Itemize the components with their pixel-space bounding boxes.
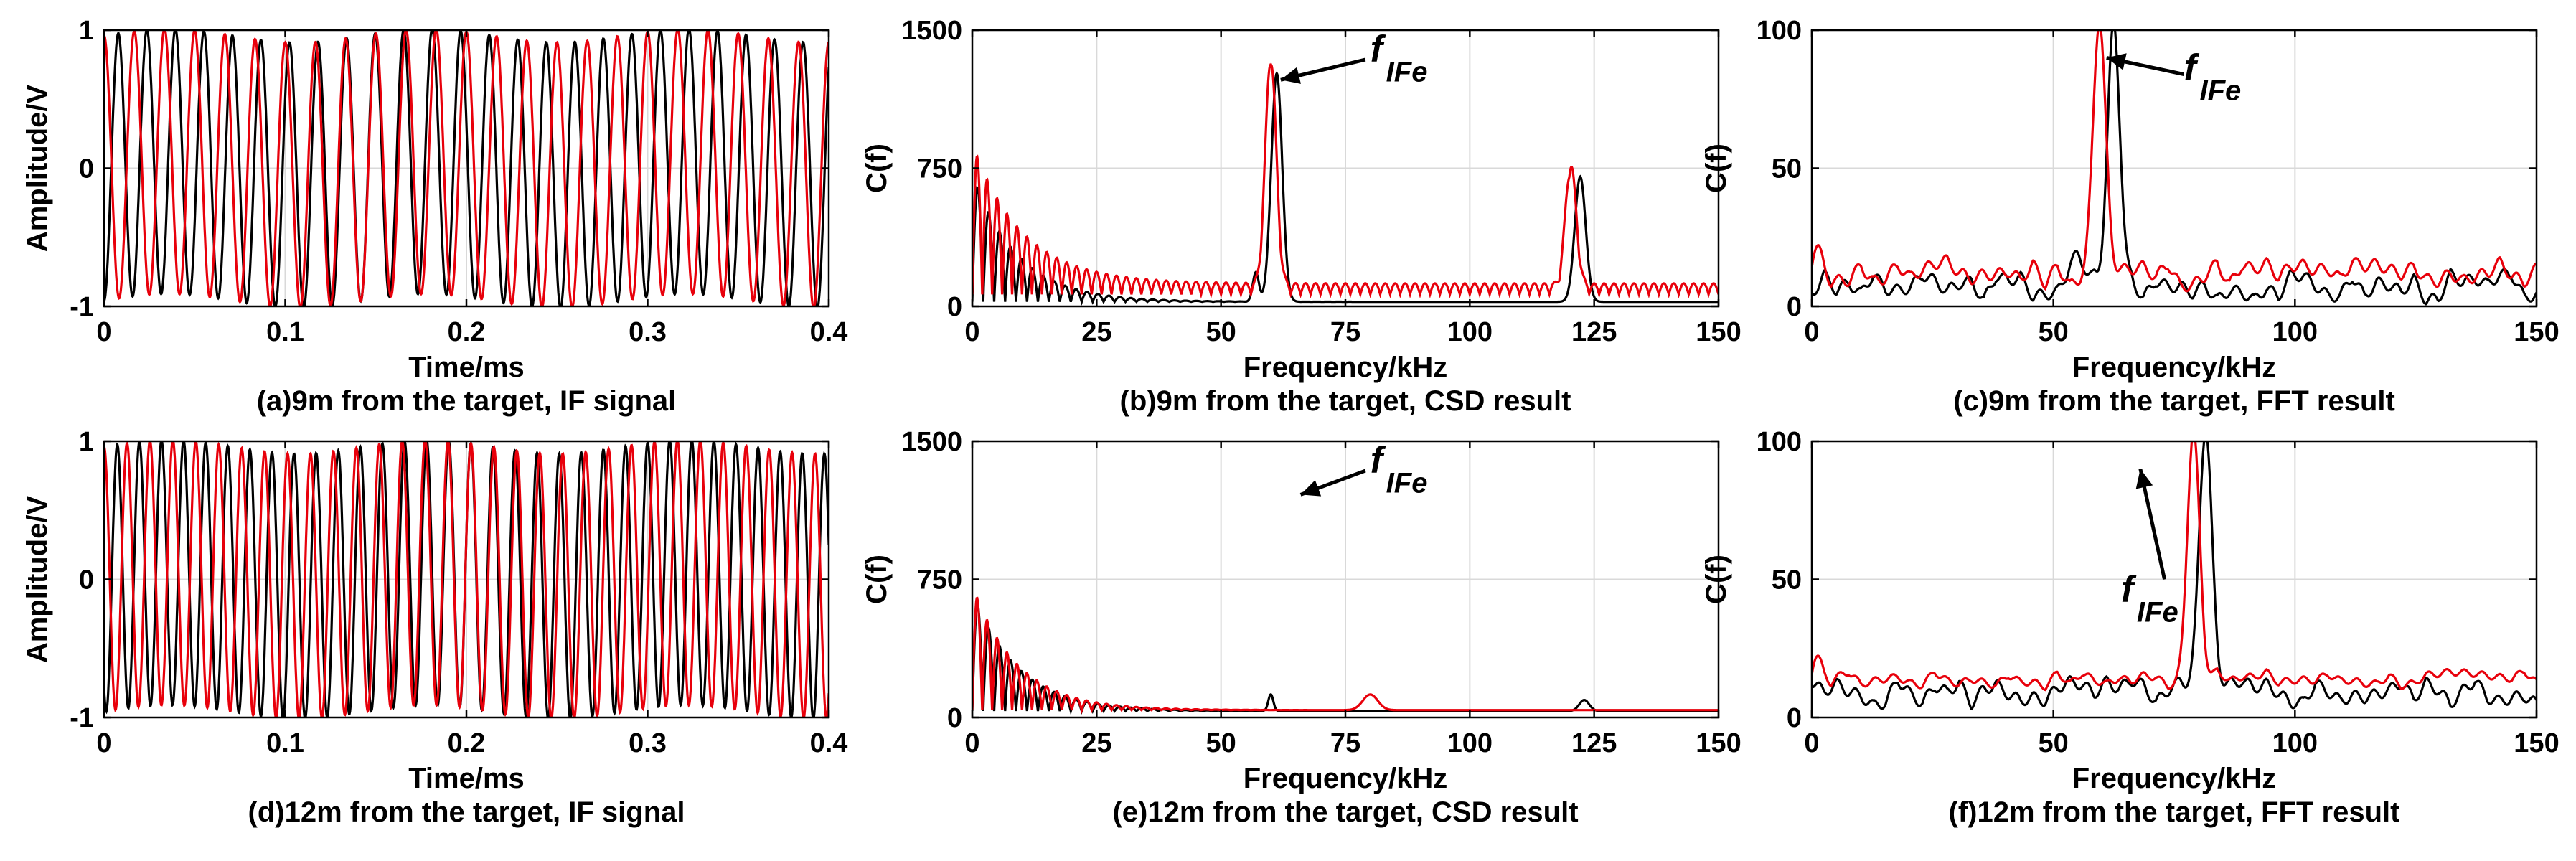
- y-tick-label: 50: [1772, 565, 1802, 596]
- annotation-arrowhead: [2135, 469, 2153, 489]
- y-tick-label: 750: [917, 154, 962, 184]
- annotation-subscript: IFe: [2199, 75, 2241, 106]
- x-tick-label: 0.4: [810, 317, 848, 347]
- x-tick-label: 75: [1330, 317, 1360, 347]
- chart-panel-a: 0 0.1 0.2 0.3 0.4-101Time/msAmplitude/V(a)9m…: [22, 16, 847, 417]
- x-tick-label: 50: [1206, 317, 1236, 347]
- annotation-label: f: [2184, 47, 2199, 88]
- x-tick-label: 125: [1571, 317, 1617, 347]
- y-tick-label: 100: [1757, 427, 1802, 457]
- x-tick-label: 0: [96, 728, 111, 758]
- chart-panel-c: 0 50 100 150 0 50 100 Frequency/kHz C(f) (c)9m fr…: [1701, 16, 2559, 417]
- annotation-subscript: IFe: [1386, 57, 1428, 88]
- annotation-arrowhead: [1280, 67, 1301, 84]
- panel-caption: (e)12m from the target, CSD result: [1112, 796, 1578, 828]
- y-tick-label: -1: [70, 703, 94, 733]
- y-tick-label: 0: [79, 565, 94, 596]
- x-tick-label: 50: [1206, 728, 1236, 758]
- x-axis-label: Time/ms: [408, 352, 525, 383]
- x-tick-label: 0: [1804, 317, 1819, 347]
- x-tick-label: 0: [96, 317, 111, 347]
- x-tick-label: 0.3: [629, 728, 667, 758]
- x-tick-label: 50: [2039, 317, 2069, 347]
- annotation-subscript: IFe: [2137, 596, 2178, 628]
- y-tick-label: 750: [917, 565, 962, 596]
- x-tick-label: 0: [964, 728, 979, 758]
- x-tick-label: 100: [2272, 317, 2318, 347]
- series-line-red: [972, 596, 1719, 715]
- annotation-label: f: [1371, 440, 1386, 481]
- series-line-red: [972, 62, 1719, 299]
- annotation-label: f: [1371, 29, 1386, 70]
- y-tick-label: 0: [1787, 703, 1802, 733]
- y-tick-label: 0: [1787, 292, 1802, 322]
- x-tick-label: 0.2: [448, 317, 486, 347]
- y-tick-label: 100: [1757, 16, 1802, 46]
- x-tick-label: 0: [964, 317, 979, 347]
- x-tick-label: 0.1: [266, 317, 304, 347]
- x-tick-label: 150: [1696, 317, 1741, 347]
- x-tick-label: 75: [1330, 728, 1360, 758]
- series-line-red: [1812, 441, 2537, 692]
- series-line-black: [1812, 30, 2537, 306]
- x-tick-label: 50: [2039, 728, 2069, 758]
- y-axis-label: C(f): [1701, 144, 1732, 193]
- chart-panel-f: 0 50 100 150 0 50 100 Frequency/kHz C(f) (f)12m f…: [1701, 427, 2559, 828]
- y-tick-label: 50: [1772, 154, 1802, 184]
- panel-caption: (f)12m from the target, FFT result: [1949, 796, 2400, 828]
- annotation-subscript: IFe: [1386, 468, 1428, 499]
- panel-caption: (c)9m from the target, FFT result: [1953, 385, 2395, 417]
- x-tick-label: 0.2: [448, 728, 486, 758]
- x-tick-label: 25: [1081, 317, 1111, 347]
- x-axis-label: Frequency/kHz: [2072, 352, 2277, 383]
- y-tick-label: 0: [947, 703, 962, 733]
- x-tick-label: 0.1: [266, 728, 304, 758]
- x-tick-label: 100: [1447, 728, 1493, 758]
- chart-panel-b: 0 25 50 75 100 125 15007501500Frequency/kHzC(f…: [861, 16, 1741, 417]
- y-tick-label: 1: [79, 427, 94, 457]
- x-axis-label: Frequency/kHz: [1244, 352, 1448, 383]
- annotation-label: f: [2121, 568, 2137, 610]
- panel-caption: (d)12m from the target, IF signal: [248, 796, 685, 828]
- panel-caption: (b)9m from the target, CSD result: [1120, 385, 1571, 417]
- x-tick-label: 150: [1696, 728, 1741, 758]
- annotation-arrowhead: [1300, 480, 1322, 497]
- x-axis-label: Frequency/kHz: [2072, 763, 2277, 794]
- y-axis-label: C(f): [1701, 555, 1732, 604]
- series-line-black: [104, 30, 829, 306]
- y-tick-label: -1: [70, 292, 94, 322]
- y-tick-label: 1: [79, 16, 94, 46]
- x-tick-label: 25: [1081, 728, 1111, 758]
- y-tick-label: 1500: [901, 427, 962, 457]
- x-axis-label: Frequency/kHz: [1244, 763, 1448, 794]
- y-axis-label: C(f): [861, 555, 893, 604]
- y-axis-label: C(f): [861, 144, 893, 193]
- chart-panel-e: 0 25 50 75 100 125 15007501500Frequency/kHzC(f…: [861, 427, 1741, 828]
- x-tick-label: 100: [2272, 728, 2318, 758]
- annotation-arrowhead: [2106, 53, 2127, 70]
- x-tick-label: 125: [1571, 728, 1617, 758]
- x-tick-label: 0.4: [810, 728, 848, 758]
- x-tick-label: 0.3: [629, 317, 667, 347]
- x-tick-label: 150: [2514, 317, 2559, 347]
- y-tick-label: 1500: [901, 16, 962, 46]
- y-axis-label: Amplitude/V: [22, 496, 53, 664]
- series-line-red: [1812, 30, 2537, 293]
- chart-panel-d: 0 0.1 0.2 0.3 0.4-101Time/msAmplitude/V(d)12…: [22, 427, 847, 828]
- y-axis-label: Amplitude/V: [22, 85, 53, 253]
- x-tick-label: 100: [1447, 317, 1493, 347]
- y-tick-label: 0: [947, 292, 962, 322]
- x-tick-label: 150: [2514, 728, 2559, 758]
- y-tick-label: 0: [79, 154, 94, 184]
- x-tick-label: 0: [1804, 728, 1819, 758]
- series-line-red: [104, 441, 829, 718]
- panel-caption: (a)9m from the target, IF signal: [257, 385, 677, 417]
- annotation-arrow: [2138, 468, 2166, 580]
- x-axis-label: Time/ms: [408, 763, 525, 794]
